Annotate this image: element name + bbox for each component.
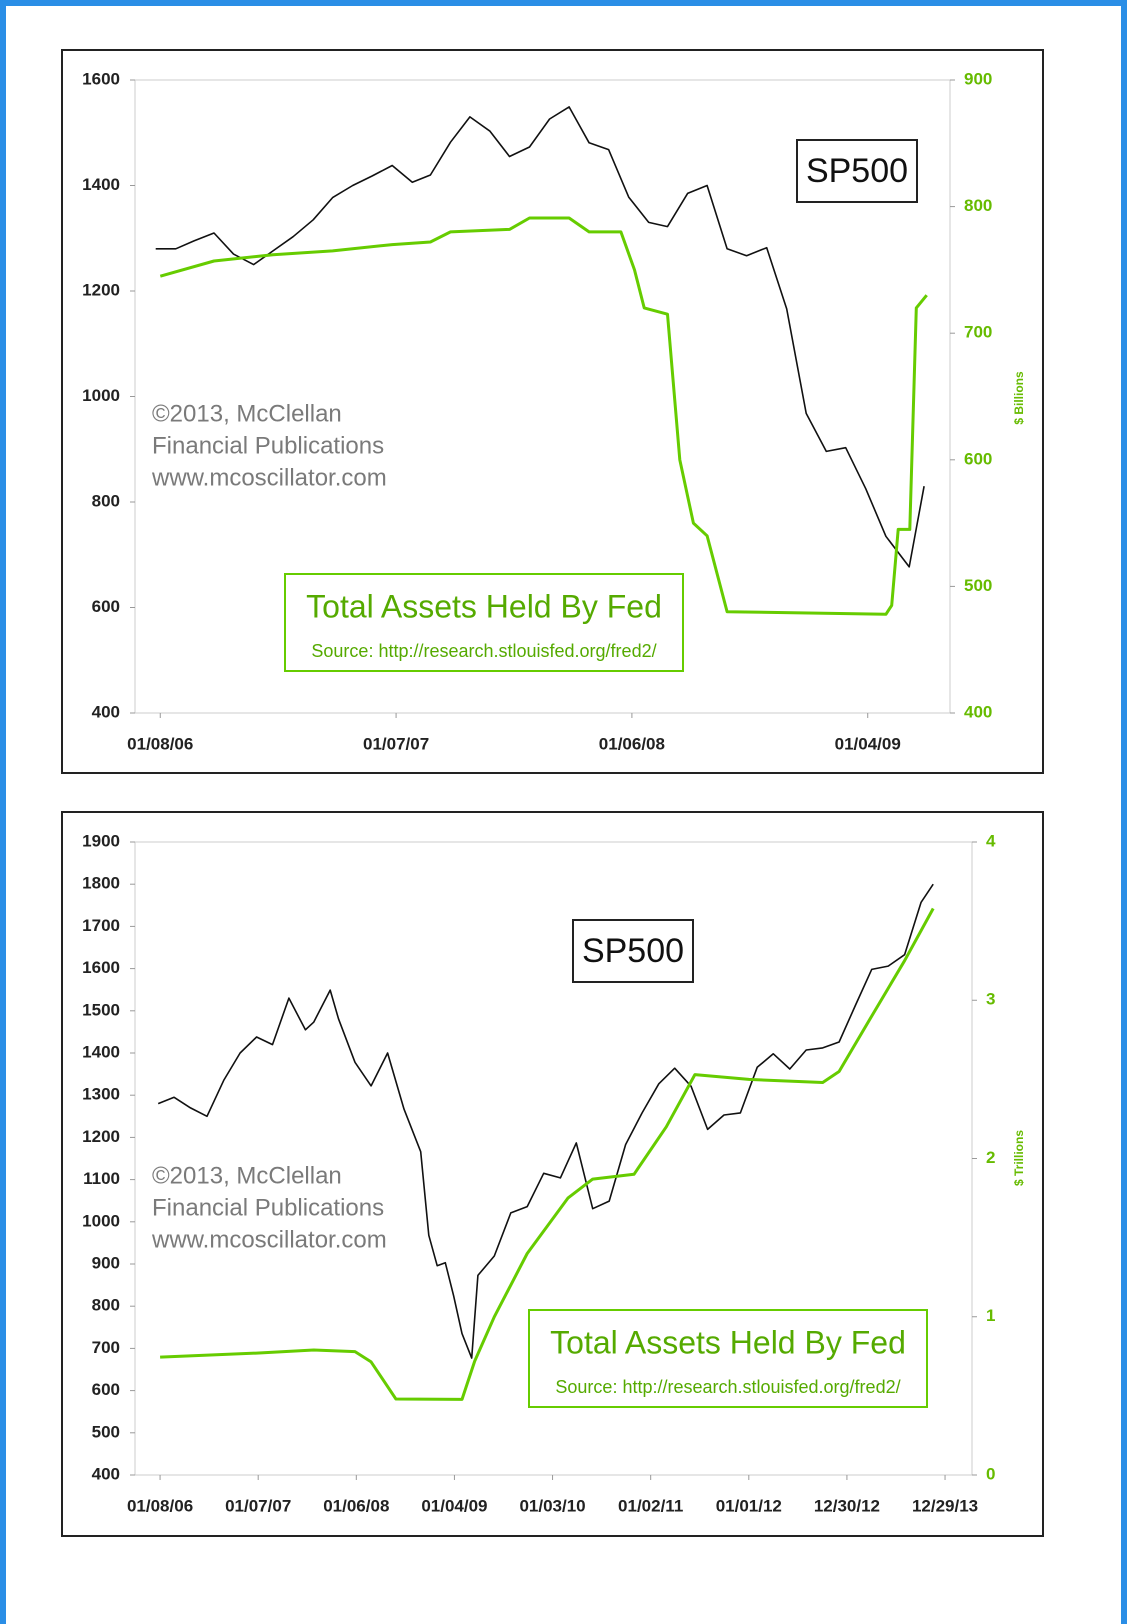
y-tick-label: 1400 [82, 175, 120, 194]
x-tick-label: 01/04/09 [835, 734, 901, 753]
copyright-note: ©2013, McClellan [152, 400, 342, 427]
y-tick-label: 1000 [82, 386, 120, 405]
x-tick-label: 01/04/09 [421, 1496, 487, 1515]
y-tick-label: 1900 [82, 831, 120, 850]
x-tick-label: 12/29/13 [912, 1496, 978, 1515]
y-tick-label: 1600 [82, 958, 120, 977]
y-tick-label: 800 [92, 491, 120, 510]
y-tick-label: 400 [92, 702, 120, 721]
x-tick-label: 01/08/06 [127, 734, 193, 753]
y-tick-label: 1200 [82, 1127, 120, 1146]
y-tick-label: 900 [92, 1253, 120, 1272]
y-tick-label: 1600 [82, 69, 120, 88]
y2-tick-label: 400 [964, 702, 992, 721]
x-tick-label: 01/03/10 [519, 1496, 585, 1515]
sp500-label: SP500 [806, 152, 908, 190]
x-tick-label: 01/08/06 [127, 1496, 193, 1515]
fed-label: Total Assets Held By Fed [550, 1324, 906, 1360]
y-tick-label: 1700 [82, 916, 120, 935]
y-tick-label: 1100 [83, 1169, 120, 1188]
y2-axis-label: $ Billions [1012, 371, 1026, 425]
fed-box [528, 1309, 928, 1408]
y2-tick-label: 4 [986, 831, 996, 850]
y-tick-label: 600 [92, 597, 120, 616]
copyright-note: ©2013, McClellan [152, 1162, 342, 1189]
y-tick-label: 1000 [82, 1211, 120, 1230]
copyright-note: Financial Publications [152, 432, 384, 459]
x-tick-label: 01/06/08 [323, 1496, 389, 1515]
y-tick-label: 1300 [82, 1085, 120, 1104]
x-tick-label: 01/02/11 [618, 1496, 683, 1515]
source-label: Source: http://research.stlouisfed.org/f… [311, 641, 656, 661]
fed-box [284, 573, 684, 672]
sp500-box [796, 139, 918, 203]
copyright-note: www.mcoscillator.com [151, 1226, 387, 1253]
y-tick-label: 600 [92, 1380, 120, 1399]
y-tick-label: 800 [92, 1296, 120, 1315]
sp500-box [572, 919, 694, 983]
copyright-note: Financial Publications [152, 1194, 384, 1221]
series-line [155, 106, 925, 568]
y2-tick-label: 900 [964, 69, 992, 88]
series-line [159, 216, 928, 616]
x-tick-label: 01/01/12 [716, 1496, 782, 1515]
x-tick-label: 01/07/07 [363, 734, 429, 753]
x-tick-label: 12/30/12 [814, 1496, 880, 1515]
y2-tick-label: 3 [986, 990, 995, 1009]
y2-tick-label: 500 [964, 576, 992, 595]
series-line [157, 883, 934, 1359]
y-tick-label: 700 [92, 1338, 120, 1357]
y2-tick-label: 600 [964, 449, 992, 468]
y2-tick-label: 700 [964, 323, 992, 342]
fed-label: Total Assets Held By Fed [306, 588, 662, 624]
x-tick-label: 01/07/07 [225, 1496, 291, 1515]
series-line [160, 907, 935, 1401]
y-tick-label: 1400 [82, 1042, 120, 1061]
y2-tick-label: 2 [986, 1148, 995, 1167]
y-tick-label: 500 [92, 1422, 120, 1441]
y2-axis-label: $ Trillions [1012, 1130, 1026, 1186]
chart: 400 600 800 1000 1200 1400 1600 400 500 600 700 800… [61, 49, 1044, 774]
chart-box [61, 811, 1044, 1537]
y2-tick-label: 0 [986, 1464, 995, 1483]
copyright-note: www.mcoscillator.com [151, 464, 387, 491]
sp500-label: SP500 [582, 932, 684, 970]
chart: 400 500 600 700 800 900 1000 1100 1200 1300 1400 15… [61, 811, 1044, 1537]
y2-tick-label: 1 [986, 1306, 995, 1325]
y-tick-label: 400 [92, 1464, 120, 1483]
y2-tick-label: 800 [964, 196, 992, 215]
x-tick-label: 01/06/08 [599, 734, 665, 753]
y-tick-label: 1500 [82, 1000, 120, 1019]
y-tick-label: 1200 [82, 280, 120, 299]
y-tick-label: 1800 [82, 874, 120, 893]
source-label: Source: http://research.stlouisfed.org/f… [555, 1377, 900, 1397]
